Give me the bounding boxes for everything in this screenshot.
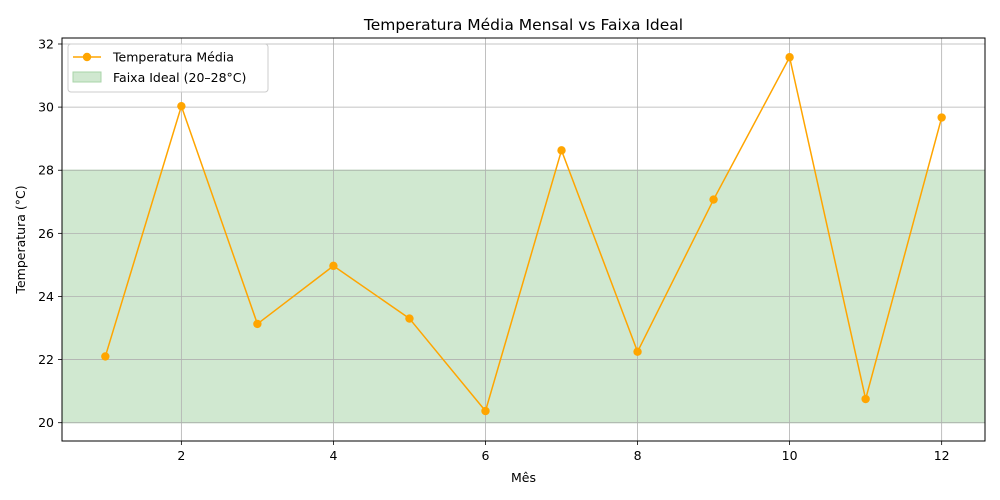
plot-frame xyxy=(61,37,986,442)
y-tick-label: 26 xyxy=(38,226,54,241)
temperature-point xyxy=(861,394,870,404)
y-tick-label: 20 xyxy=(38,415,54,430)
y-tick-label: 30 xyxy=(38,100,54,115)
temperature-point xyxy=(253,319,262,329)
y-tick-label: 24 xyxy=(38,289,54,304)
temperature-line xyxy=(104,56,943,412)
legend-marker-swatch xyxy=(82,52,92,62)
legend: Temperatura Média Faixa Ideal (20–28°C) xyxy=(67,43,269,93)
x-tick-label: 2 xyxy=(177,448,185,463)
temperature-point xyxy=(557,146,566,155)
temperature-point xyxy=(177,101,186,111)
legend-band-label: Faixa Ideal (20–28°C) xyxy=(113,70,246,85)
chart-title: Temperatura Média Mensal vs Faixa Ideal xyxy=(363,16,683,34)
legend-box xyxy=(67,43,269,93)
x-axis-label: Mês xyxy=(511,470,536,485)
y-tick-label: 22 xyxy=(38,352,54,367)
temperature-point xyxy=(481,406,490,416)
temperature-point xyxy=(405,314,414,323)
y-tick-label: 32 xyxy=(38,36,54,51)
x-tick-label: 8 xyxy=(634,448,642,463)
temperature-point xyxy=(633,347,642,356)
series-layer xyxy=(101,53,946,416)
x-tick-label: 6 xyxy=(482,448,490,463)
temperature-point xyxy=(101,352,110,361)
y-axis-label: Temperatura (°C) xyxy=(13,185,28,294)
y-tick-label: 28 xyxy=(38,163,54,178)
legend-band-swatch xyxy=(72,71,102,83)
x-tick-label: 12 xyxy=(934,448,950,463)
x-tick-label: 4 xyxy=(329,448,337,463)
temperature-point xyxy=(937,113,946,122)
temperature-point xyxy=(785,53,794,62)
x-tick-label: 10 xyxy=(782,448,798,463)
legend-series-label: Temperatura Média xyxy=(112,50,234,65)
temperature-point xyxy=(329,261,338,271)
temperature-point xyxy=(709,195,718,204)
